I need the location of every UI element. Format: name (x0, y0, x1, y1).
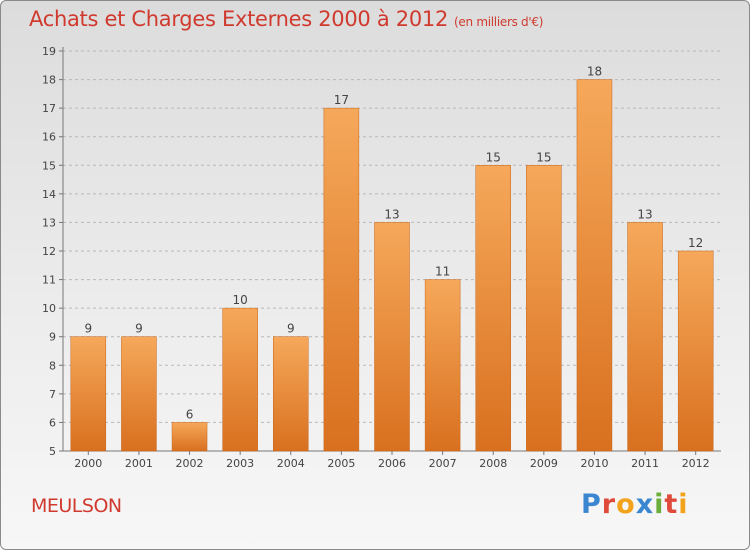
x-tick-label: 2008 (479, 457, 507, 470)
y-tick-label: 5 (49, 445, 56, 458)
x-tick-label: 2002 (176, 457, 204, 470)
x-tick-label: 2009 (530, 457, 558, 470)
chart-unit: (en milliers d'€) (454, 15, 544, 29)
data-label: 18 (587, 65, 602, 79)
x-tick-label: 2005 (327, 457, 355, 470)
data-label: 13 (384, 207, 399, 221)
bar-2000 (70, 336, 107, 452)
bar-2002 (171, 422, 208, 452)
y-tick-label: 7 (49, 388, 56, 401)
bar-2004 (273, 336, 309, 452)
bar-2008 (475, 165, 511, 452)
y-tick-label: 18 (42, 74, 56, 87)
bar-2007 (424, 279, 461, 452)
x-tick-label: 2004 (277, 457, 305, 470)
bar-2009 (526, 165, 562, 452)
data-label: 10 (233, 293, 248, 307)
y-tick-label: 17 (42, 102, 56, 115)
x-tick-label: 2007 (429, 457, 457, 470)
y-tick-label: 15 (42, 159, 56, 172)
y-tick-label: 8 (49, 359, 56, 372)
y-tick-label: 14 (42, 188, 56, 201)
data-label: 9 (84, 322, 92, 336)
y-tick-label: 16 (42, 131, 56, 144)
chart-title-text: Achats et Charges Externes 2000 à 2012 (29, 7, 449, 31)
data-label: 6 (186, 407, 194, 421)
bar-2010 (576, 79, 613, 452)
x-tick-label: 2012 (682, 457, 710, 470)
data-label: 15 (536, 150, 551, 164)
y-tick-label: 10 (42, 302, 56, 315)
bar-2006 (374, 222, 410, 452)
y-tick-label: 6 (49, 416, 56, 429)
y-tick-label: 9 (49, 331, 56, 344)
chart-title: Achats et Charges Externes 2000 à 2012 (e… (29, 7, 543, 31)
x-tick-label: 2001 (125, 457, 153, 470)
commune-name: MEULSON (31, 495, 122, 517)
x-tick-label: 2011 (631, 457, 659, 470)
y-tick-label: 11 (42, 274, 56, 287)
bar-2005 (323, 107, 360, 452)
proxiti-logo: Proxiti (581, 489, 689, 520)
data-label: 9 (135, 322, 143, 336)
data-label: 17 (334, 93, 349, 107)
data-label: 13 (637, 207, 652, 221)
y-tick-label: 19 (42, 45, 56, 58)
data-label: 12 (688, 236, 703, 250)
bar-2012 (677, 250, 714, 452)
x-tick-label: 2003 (226, 457, 254, 470)
y-tick-label: 13 (42, 216, 56, 229)
bar-2001 (121, 336, 157, 452)
data-label: 11 (435, 265, 450, 279)
y-tick-label: 12 (42, 245, 56, 258)
bar-2011 (627, 222, 663, 452)
bar-2003 (222, 307, 258, 452)
x-tick-label: 2010 (580, 457, 608, 470)
x-tick-label: 2000 (74, 457, 102, 470)
data-label: 9 (287, 322, 295, 336)
x-tick-label: 2006 (378, 457, 406, 470)
data-label: 15 (486, 150, 501, 164)
